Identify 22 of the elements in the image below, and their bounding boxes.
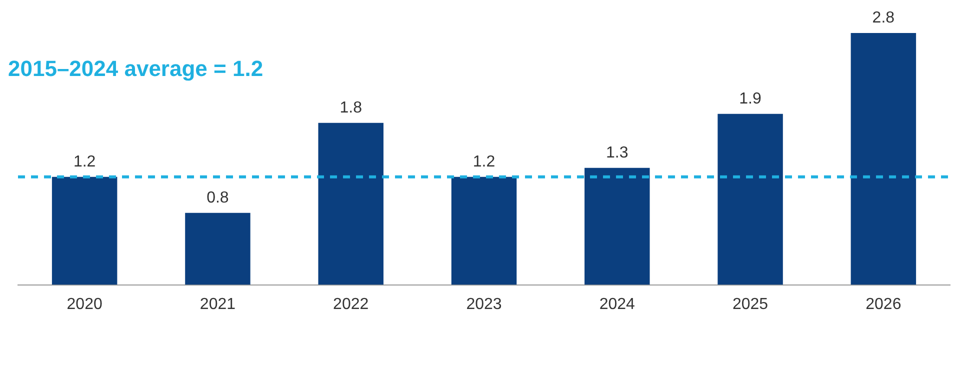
x-tick-label: 2021: [200, 296, 236, 313]
data-label: 1.2: [73, 153, 96, 170]
data-label: 0.8: [206, 189, 229, 206]
data-label: 1.8: [340, 99, 362, 116]
bar: [718, 114, 783, 285]
bar: [52, 176, 118, 285]
x-tick-label: 2024: [599, 296, 636, 313]
data-label: 1.9: [739, 90, 762, 108]
bar: [584, 168, 650, 285]
data-label: 1.3: [606, 144, 628, 162]
x-tick-label: 2025: [732, 296, 768, 313]
bar: [185, 212, 250, 285]
x-tick-label: 2022: [333, 296, 369, 313]
x-tick-label: 2023: [466, 296, 502, 313]
data-label: 2.8: [872, 9, 895, 26]
bar: [850, 33, 916, 285]
ref-line-label: 2015–2024 average = 1.2: [8, 56, 264, 82]
x-tick-label: 2020: [66, 296, 102, 313]
bar: [318, 122, 384, 285]
data-label: 1.2: [472, 153, 496, 170]
x-tick-label: 2026: [866, 296, 902, 313]
bar: [451, 176, 517, 285]
